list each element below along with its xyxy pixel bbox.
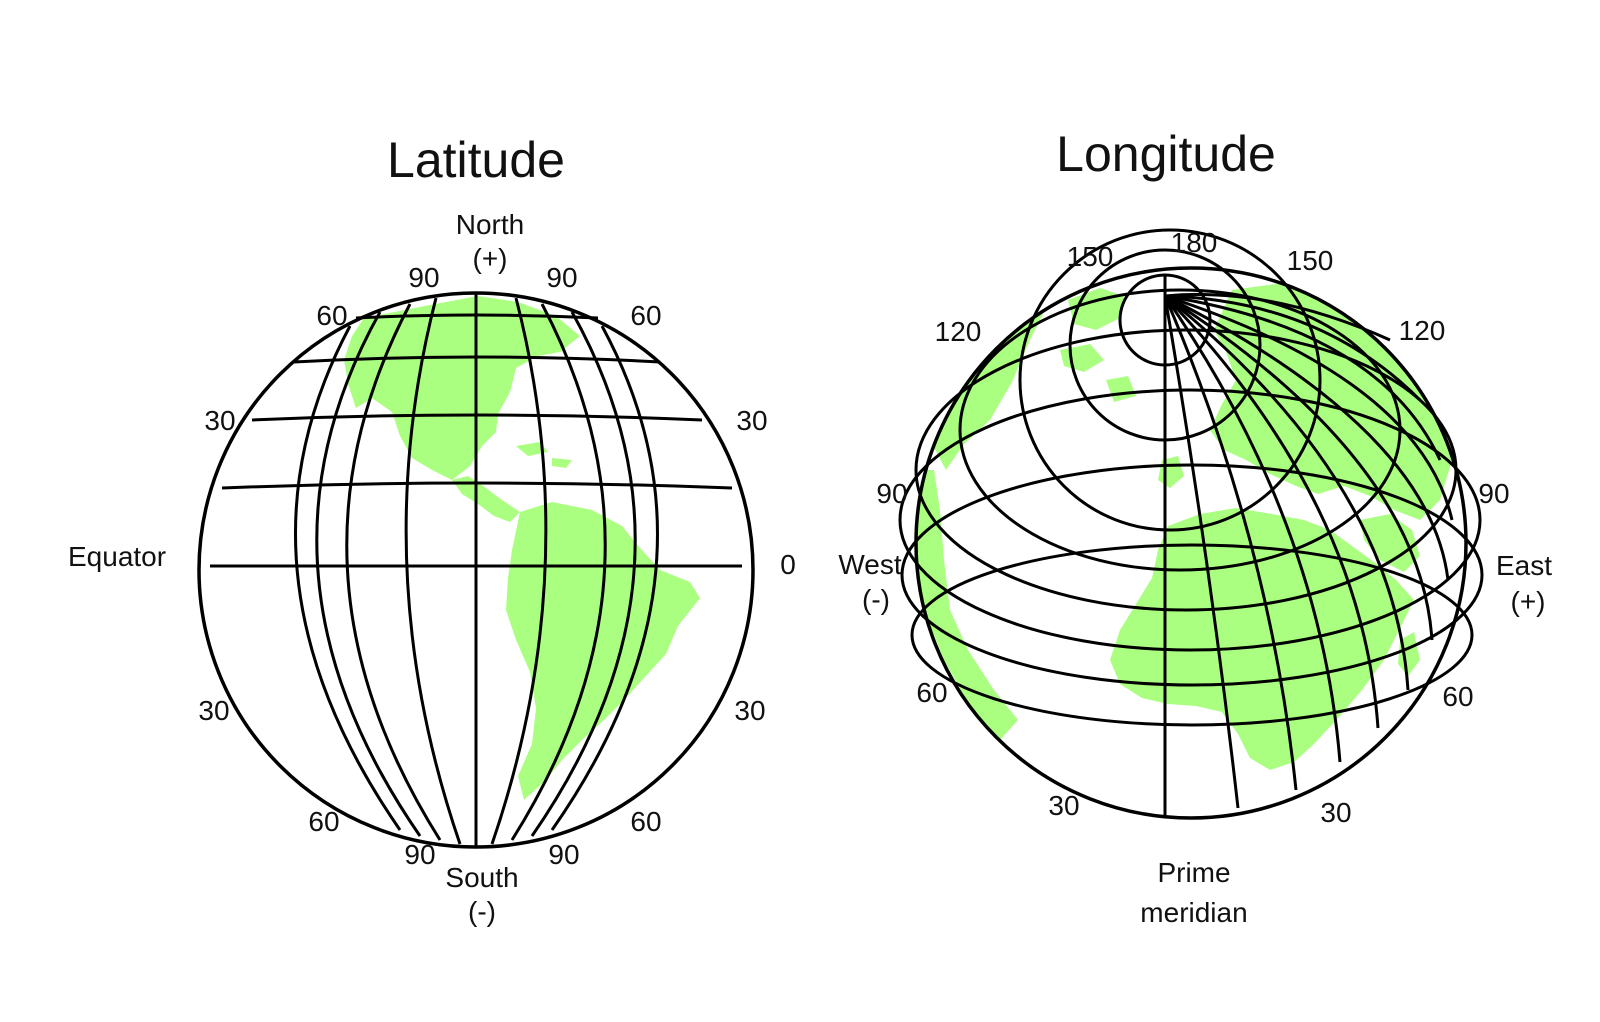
top-left-90-label: 90 — [408, 262, 439, 293]
top-right-150-label: 150 — [1287, 245, 1334, 276]
bottom-right-30-label: 30 — [1320, 797, 1351, 828]
equator-label: Equator — [68, 541, 166, 572]
bottom-left-30-label: 30 — [1048, 790, 1079, 821]
south-sign: (-) — [468, 896, 496, 927]
latitude-landmass — [344, 296, 700, 800]
arctic-islands-shape — [1060, 344, 1136, 402]
meridian-105e — [1164, 294, 1450, 581]
left-90-label: 90 — [876, 478, 907, 509]
north-america-shape — [344, 296, 580, 480]
north-sign: (+) — [473, 243, 508, 274]
ring-3 — [1018, 228, 1322, 532]
longitude-landmass — [916, 272, 1452, 770]
north-label: North — [456, 209, 524, 240]
meridian-w2 — [345, 303, 442, 841]
east-sign: (+) — [1511, 586, 1546, 617]
latitude-globe-outline — [197, 291, 755, 849]
ring-8 — [910, 543, 1474, 727]
south-america-shape — [506, 502, 700, 800]
latitude-title: Latitude — [387, 132, 565, 188]
lower-left-30-label: 30 — [198, 695, 229, 726]
meridian-120e — [1164, 294, 1454, 521]
latitude-grid — [197, 291, 755, 849]
prime-meridian-label-line1: Prime — [1157, 857, 1230, 888]
east-label: East — [1496, 550, 1552, 581]
british-isles-shape — [1158, 456, 1184, 488]
top-180-label: 180 — [1171, 227, 1218, 258]
meridian-135e — [1164, 294, 1442, 461]
prime-meridian-label-line2: meridian — [1140, 897, 1247, 928]
americas-west-edge-shape — [916, 470, 1018, 740]
west-label: West — [838, 549, 901, 580]
right-120-label: 120 — [1399, 315, 1446, 346]
lower-right-60-label: 60 — [630, 806, 661, 837]
top-right-90-label: 90 — [546, 262, 577, 293]
longitude-globe: Longitude — [838, 126, 1552, 928]
meridian-75e — [1164, 294, 1410, 691]
meridian-w3 — [315, 311, 422, 837]
south-label: South — [445, 862, 518, 893]
upper-right-60-label: 60 — [630, 300, 661, 331]
ring-6 — [898, 388, 1482, 652]
equator-zero-label: 0 — [780, 549, 796, 580]
caribbean-islands-shape — [516, 442, 572, 468]
meridian-150e — [1164, 294, 1422, 402]
lower-right-30-label: 30 — [734, 695, 765, 726]
right-90-label: 90 — [1478, 478, 1509, 509]
meridian-e1 — [490, 297, 548, 845]
central-america-shape — [452, 476, 520, 522]
meridian-e2 — [510, 303, 607, 841]
left-60-label: 60 — [916, 677, 947, 708]
meridian-w1 — [404, 297, 462, 845]
arabia-shape — [1360, 514, 1420, 572]
meridian-15e — [1163, 295, 1240, 809]
africa-shape — [1110, 508, 1414, 770]
meridian-30e — [1163, 295, 1298, 791]
right-60-label: 60 — [1442, 681, 1473, 712]
left-120-label: 120 — [935, 316, 982, 347]
upper-left-60-label: 60 — [316, 300, 347, 331]
lower-left-60-label: 60 — [308, 806, 339, 837]
bottom-right-90-label: 90 — [548, 839, 579, 870]
longitude-grid — [898, 228, 1484, 820]
longitude-title: Longitude — [1056, 126, 1276, 182]
upper-left-30-label: 30 — [204, 405, 235, 436]
meridian-w4 — [293, 325, 402, 831]
upper-right-30-label: 30 — [736, 405, 767, 436]
meridian-60e — [1163, 294, 1380, 729]
top-left-150-label: 150 — [1067, 241, 1114, 272]
bottom-left-90-label: 90 — [404, 839, 435, 870]
meridian-e3 — [530, 311, 637, 837]
latitude-globe: Latitude — [68, 132, 796, 927]
meridian-45e — [1163, 295, 1342, 763]
meridian-e4 — [550, 325, 659, 831]
meridian-90e — [1164, 294, 1434, 641]
longitude-globe-outline — [914, 266, 1468, 820]
west-sign: (-) — [862, 584, 890, 615]
